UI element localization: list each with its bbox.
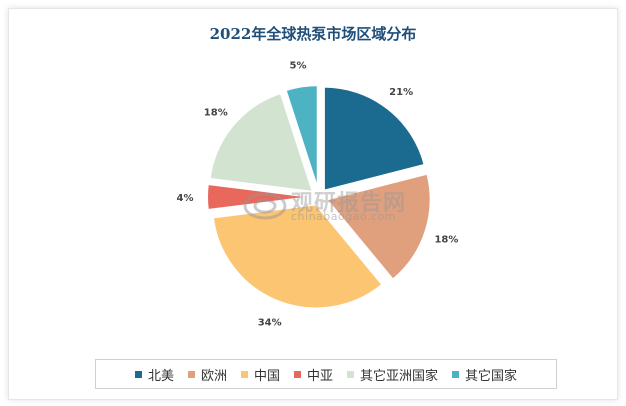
pie-slice-4: [208, 91, 315, 194]
legend-swatch: [187, 370, 195, 378]
chart-legend: 北美 欧洲 中国 中亚 其它亚洲国家 其它国家: [95, 359, 557, 389]
chart-title: 2022年全球热泵市场区域分布: [209, 25, 417, 43]
pie-slice-3: [206, 182, 312, 212]
legend-label: 其它亚洲国家: [360, 368, 439, 384]
pie-data-label-1: 18%: [434, 234, 458, 245]
pie-data-label-5: 5%: [290, 61, 307, 72]
legend-swatch: [347, 370, 355, 378]
pie-chart: 21% 18% 34% 4% 18% 5%: [177, 61, 459, 329]
legend-label: 中国: [253, 368, 280, 384]
legend-label: 北美: [147, 368, 174, 384]
legend-item-4: 其它亚洲国家: [347, 365, 438, 384]
pie-slice-5: [284, 84, 319, 190]
pie-slice-2: [211, 203, 384, 310]
pie-data-label-4: 18%: [204, 108, 228, 119]
watermark-main-text: 观研报告网: [291, 191, 407, 216]
pie-data-label-3: 4%: [177, 193, 194, 204]
legend-item-2: 中国: [240, 365, 280, 384]
legend-swatch: [452, 370, 460, 378]
watermark: 观研报告网 chinabaogao.com: [243, 185, 433, 225]
chart-card: 2022年全球热泵市场区域分布 21% 18% 34% 4% 18% 5% 观研报告网 c…: [8, 8, 618, 400]
watermark-logo-icon: [243, 192, 287, 220]
legend-swatch: [240, 370, 248, 378]
legend-swatch: [294, 370, 301, 378]
legend-label: 欧洲: [200, 368, 227, 384]
pie-slice-1: [324, 172, 432, 282]
legend-item-3: 中亚: [294, 365, 333, 384]
legend-label: 其它国家: [465, 368, 518, 384]
pie-slice-0: [322, 85, 426, 192]
legend-item-1: 欧洲: [187, 365, 227, 384]
legend-item-0: 北美: [134, 365, 174, 384]
pie-data-label-2: 34%: [258, 318, 282, 329]
legend-swatch: [134, 370, 142, 378]
watermark-sub-text: chinabaogao.com: [291, 210, 396, 223]
legend-item-5: 其它国家: [452, 365, 517, 384]
legend-label: 中亚: [307, 368, 334, 384]
pie-data-label-0: 21%: [389, 87, 413, 98]
